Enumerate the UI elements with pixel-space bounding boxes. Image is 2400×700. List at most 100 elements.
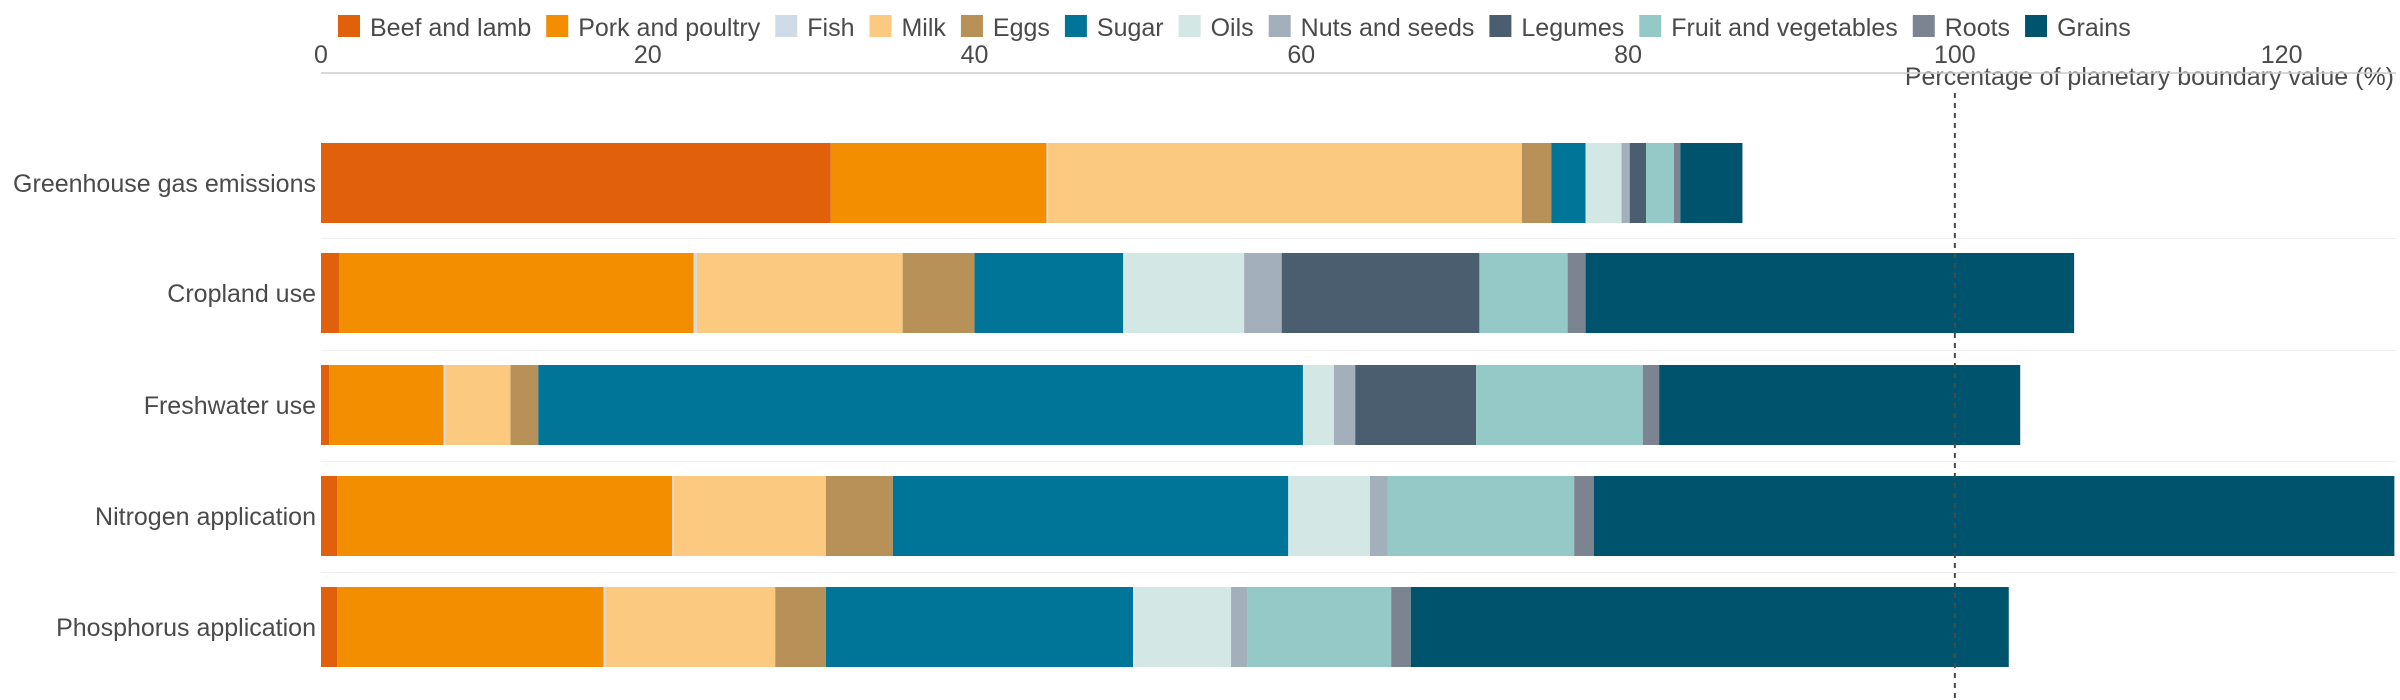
bar-segment-nuts-and-seeds (1621, 143, 1630, 223)
x-axis-title-group: Percentage of planetary boundary value (… (1905, 63, 2394, 91)
bar-segment-grains (1680, 143, 1743, 223)
legend-label-eggs: Eggs (993, 14, 1050, 42)
bar-segment-eggs (1521, 143, 1552, 223)
legend-label-fruit-and-vegetables: Fruit and vegetables (1671, 14, 1898, 42)
legend-label-oils: Oils (1211, 14, 1254, 42)
bar-segment-eggs (775, 587, 826, 667)
bar-segment-eggs (510, 365, 539, 445)
bar-segment-grains (1585, 253, 2075, 333)
x-axis-title: Percentage of planetary boundary value (… (1905, 63, 2394, 91)
bar-segment-roots (1642, 365, 1660, 445)
legend-swatch-roots (1912, 15, 1935, 37)
bar-segment-milk (673, 476, 826, 556)
bar-segment-pork-and-poultry (830, 143, 1047, 223)
bar-segment-eggs (902, 253, 975, 333)
category-labels: Greenhouse gas emissions Cropland use Fres… (13, 170, 316, 642)
x-tick-label: 40 (961, 41, 989, 69)
legend-swatch-nuts-and-seeds (1268, 15, 1291, 37)
x-tick-label: 60 (1287, 41, 1315, 69)
bar-segment-milk (445, 365, 511, 445)
legend-swatch-eggs (960, 15, 983, 37)
bar-segment-sugar (892, 476, 1289, 556)
legend-label-legumes: Legumes (1521, 14, 1624, 42)
bar-segment-pork-and-poultry (337, 587, 604, 667)
x-tick-label: 100 (1934, 41, 1976, 69)
bar-segment-fruit-and-vegetables (1247, 587, 1392, 667)
bar-segment-milk (696, 253, 903, 333)
legend-label-roots: Roots (1945, 14, 2010, 42)
bar-segment-fruit-and-vegetables (1479, 253, 1568, 333)
bar-segment-roots (1391, 587, 1411, 667)
bar-segment-grains (1410, 587, 2009, 667)
legend-swatch-beef-and-lamb (338, 15, 360, 37)
bar-segment-milk (1048, 143, 1522, 223)
legend-label-grains: Grains (2057, 14, 2131, 42)
bar-segment-beef-and-lamb (321, 587, 338, 667)
legend-swatch-sugar (1064, 15, 1087, 37)
bar-segment-grains (1659, 365, 2021, 445)
legend: Beef and lamb Pork and poultry Fish Milk Egg… (338, 14, 2131, 42)
bar-segment-beef-and-lamb (321, 253, 339, 333)
legend-label-nuts-and-seeds: Nuts and seeds (1301, 14, 1475, 42)
legend-swatch-fruit-and-vegetables (1639, 15, 1662, 37)
bar-segment-oils (1288, 476, 1370, 556)
x-tick-label: 0 (314, 41, 328, 69)
bar-segment-fish (443, 365, 446, 445)
bar-segment-nuts-and-seeds (1244, 253, 1282, 333)
bar-segment-nuts-and-seeds (1369, 476, 1388, 556)
x-tick-label: 120 (2261, 41, 2303, 69)
legend-swatch-fish (775, 15, 798, 37)
bar-segment-nuts-and-seeds (1333, 365, 1356, 445)
bar-segment-fruit-and-vegetables (1476, 365, 1643, 445)
bar-segment-fish (603, 587, 606, 667)
bar-segment-fruit-and-vegetables (1387, 476, 1575, 556)
bar-segment-milk (605, 587, 776, 667)
bar-segment-legumes (1281, 253, 1480, 333)
legend-label-milk: Milk (901, 14, 946, 42)
bar-segment-oils (1585, 143, 1622, 223)
bar-segment-beef-and-lamb (321, 365, 330, 445)
bar-segment-nuts-and-seeds (1231, 587, 1248, 667)
legend-swatch-grains (2025, 15, 2048, 37)
bar-segment-pork-and-poultry (329, 365, 444, 445)
bar-segment-sugar (825, 587, 1134, 667)
bar-segment-pork-and-poultry (338, 253, 694, 333)
bar-segment-fish (1046, 143, 1049, 223)
bar-segment-oils (1133, 587, 1232, 667)
bar-segment-oils (1302, 365, 1334, 445)
bar-segment-grains (1593, 476, 2395, 556)
legend-label-sugar: Sugar (1097, 14, 1164, 42)
category-label: Greenhouse gas emissions (13, 170, 316, 198)
bar-segment-beef-and-lamb (321, 143, 831, 223)
bar-segment-fruit-and-vegetables (1646, 143, 1674, 223)
bar-segment-roots (1673, 143, 1681, 223)
legend-label-pork-and-poultry: Pork and poultry (578, 14, 761, 42)
bar-segment-legumes (1355, 365, 1477, 445)
bar-segment-eggs (825, 476, 893, 556)
x-tick-label: 20 (634, 41, 662, 69)
legend-swatch-legumes (1489, 15, 1512, 37)
x-axis-ticks: 0 20 40 60 80 100 120 (314, 41, 2396, 74)
x-tick-label: 80 (1614, 41, 1642, 69)
bar-segment-roots (1574, 476, 1594, 556)
bar-segment-fish (693, 253, 697, 333)
category-label: Nitrogen application (95, 503, 316, 531)
bar-segment-fish (672, 476, 674, 556)
bar-segment-roots (1567, 253, 1586, 333)
legend-label-fish: Fish (807, 14, 854, 42)
legend-swatch-oils (1178, 15, 1201, 37)
bar-segment-sugar (1551, 143, 1586, 223)
legend-swatch-pork-and-poultry (546, 15, 569, 37)
legend-label-beef-and-lamb: Beef and lamb (370, 14, 531, 42)
category-label: Phosphorus application (56, 614, 316, 642)
legend-swatch-milk (869, 15, 892, 37)
bars (321, 143, 2395, 667)
bar-segment-oils (1123, 253, 1245, 333)
category-label: Freshwater use (144, 392, 316, 420)
bar-segment-sugar (974, 253, 1124, 333)
bar-segment-legumes (1629, 143, 1647, 223)
category-label: Cropland use (167, 280, 316, 308)
bar-segment-beef-and-lamb (321, 476, 338, 556)
bar-segment-pork-and-poultry (337, 476, 673, 556)
